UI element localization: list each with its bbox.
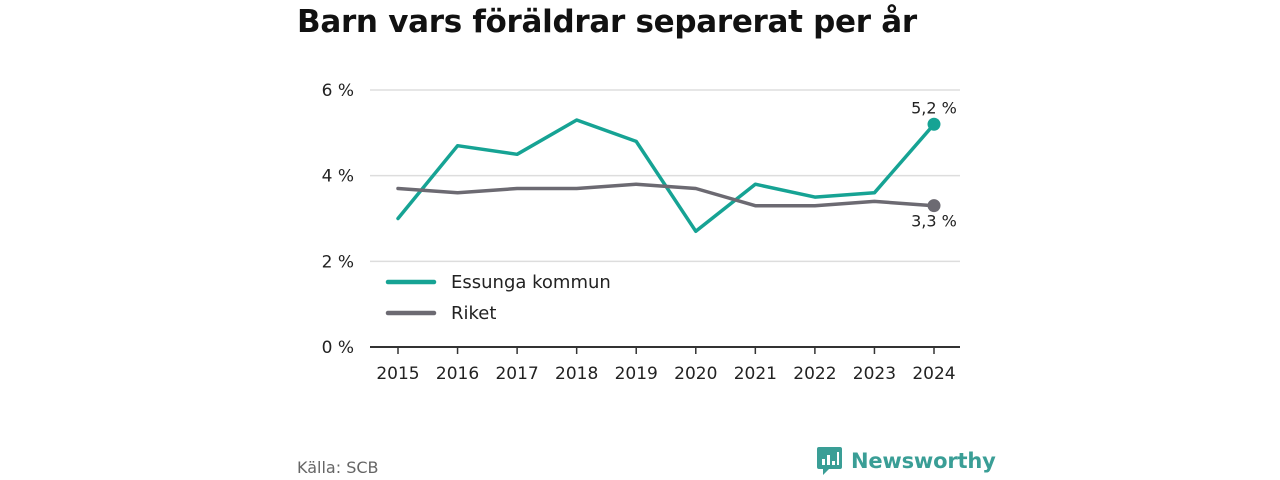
legend-label-0: Essunga kommun <box>451 272 611 293</box>
x-tick-label: 2022 <box>793 364 836 384</box>
legend-label-1: Riket <box>451 303 496 324</box>
x-tick-label: 2016 <box>436 364 479 384</box>
legend: Essunga kommun Riket <box>385 272 611 324</box>
x-tick-label: 2024 <box>912 364 955 384</box>
data-label-end-0: 5,2 % <box>911 98 957 117</box>
x-tick-label: 2023 <box>853 364 896 384</box>
x-tick-label: 2018 <box>555 364 598 384</box>
x-axis: 2015 2016 2017 2018 2019 2020 2021 2022 2023 2024 <box>370 346 960 384</box>
x-tick-label: 2019 <box>615 364 658 384</box>
series-end-point-1 <box>927 199 941 213</box>
chart-title: Barn vars föräldrar separerat per år <box>297 4 917 40</box>
y-axis-tick-labels: 0 % 2 % 4 % 6 % <box>322 81 354 358</box>
y-tick-label: 4 % <box>322 167 354 187</box>
grid-lines <box>370 89 960 263</box>
x-tick-label: 2021 <box>734 364 777 384</box>
y-tick-label: 2 % <box>322 252 354 272</box>
source-note: Källa: SCB <box>297 458 379 477</box>
brand-logo: Newsworthy <box>816 446 996 476</box>
newsworthy-logo-icon <box>817 447 842 475</box>
y-tick-label: 0 % <box>322 338 354 358</box>
x-tick-label: 2015 <box>376 364 419 384</box>
series-end-point-0 <box>927 117 941 131</box>
line-chart: 0 % 2 % 4 % 6 % 2015 2016 2017 2018 2019 2020 202… <box>322 81 960 384</box>
y-tick-label: 6 % <box>322 81 354 101</box>
series-line-1 <box>396 182 936 208</box>
data-label-end-1: 3,3 % <box>911 212 957 231</box>
series-lines: 5,2 % 3,3 % <box>396 98 957 234</box>
brand-name: Newsworthy <box>851 449 996 473</box>
x-tick-label: 2020 <box>674 364 717 384</box>
x-tick-label: 2017 <box>495 364 538 384</box>
